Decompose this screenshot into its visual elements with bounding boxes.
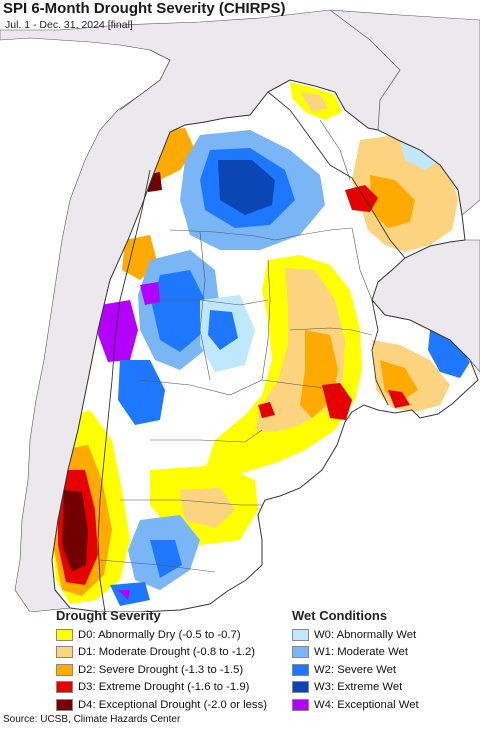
swatch-w3 [292, 681, 309, 694]
map-title: SPI 6-Month Drought Severity (CHIRPS) [3, 0, 286, 17]
peru-bolivia-border [119, 49, 171, 111]
drought-map [0, 9, 480, 612]
chile-border [97, 169, 151, 612]
swatch-d2 [56, 663, 73, 676]
wet-areas [98, 130, 470, 606]
map-subtitle: Jul. 1 - Dec. 31, 2024 [final] [5, 19, 133, 31]
drought-legend: Drought Severity D0: Abnormally Dry (-0.… [56, 608, 267, 714]
legend-item-d2: D2: Severe Drought (-1.3 to -1.5) [56, 661, 267, 679]
uruguay-border [371, 299, 389, 406]
legend-item-d0: D0: Abnormally Dry (-0.5 to -0.7) [56, 626, 267, 644]
legend-item-w4: W4: Exceptional Wet [292, 696, 419, 714]
source-credit: Source: UCSB, Climate Hazards Center [3, 714, 181, 725]
legend-item-w1: W1: Moderate Wet [292, 644, 419, 662]
drought-legend-title: Drought Severity [56, 608, 161, 623]
swatch-w4 [292, 698, 309, 711]
paraguay-border [267, 91, 406, 259]
swatch-d1 [56, 646, 73, 659]
legend-item-w2: W2: Severe Wet [292, 661, 419, 679]
province-boundaries [99, 119, 373, 573]
wet-legend-title: Wet Conditions [292, 608, 388, 623]
swatch-d3 [56, 681, 73, 694]
swatch-w0 [292, 628, 309, 641]
legend-item-d4: D4: Exceptional Drought (-2.0 or less) [56, 696, 267, 714]
swatch-d0 [56, 628, 73, 641]
legend-item-d3: D3: Extreme Drought (-1.6 to -1.9) [56, 679, 267, 697]
bolivia-brazil-border [329, 9, 401, 131]
legend-item-d1: D1: Moderate Drought (-0.8 to -1.2) [56, 644, 267, 662]
wet-legend: Wet Conditions W0: Abnormally Wet W1: Mo… [292, 608, 419, 714]
legend-item-w0: W0: Abnormally Wet [292, 626, 419, 644]
swatch-d4 [56, 698, 73, 711]
swatch-w2 [292, 663, 309, 676]
swatch-w1 [292, 646, 309, 659]
legend-item-w3: W3: Extreme Wet [292, 679, 419, 697]
